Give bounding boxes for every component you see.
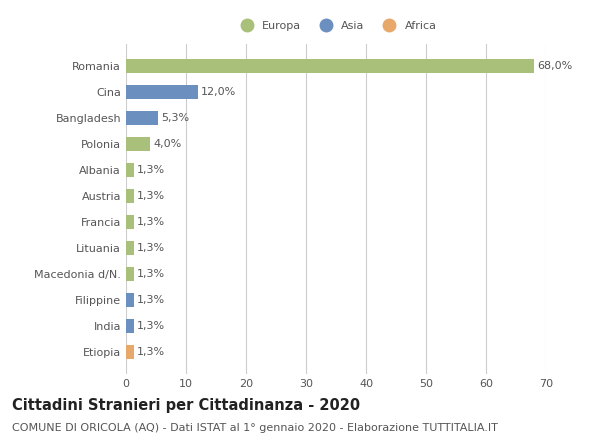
Text: 1,3%: 1,3% — [137, 191, 165, 201]
Text: 4,0%: 4,0% — [153, 139, 181, 149]
Bar — [126, 163, 134, 177]
Bar — [126, 111, 158, 125]
Bar — [126, 137, 150, 151]
Bar — [126, 319, 134, 333]
Text: 1,3%: 1,3% — [137, 295, 165, 305]
Bar — [126, 241, 134, 255]
Text: 68,0%: 68,0% — [537, 61, 572, 71]
Text: Cittadini Stranieri per Cittadinanza - 2020: Cittadini Stranieri per Cittadinanza - 2… — [12, 398, 360, 413]
Text: 1,3%: 1,3% — [137, 269, 165, 279]
Text: COMUNE DI ORICOLA (AQ) - Dati ISTAT al 1° gennaio 2020 - Elaborazione TUTTITALIA: COMUNE DI ORICOLA (AQ) - Dati ISTAT al 1… — [12, 423, 498, 433]
Text: 1,3%: 1,3% — [137, 243, 165, 253]
Text: 1,3%: 1,3% — [137, 165, 165, 175]
Bar — [126, 215, 134, 229]
Legend: Europa, Asia, Africa: Europa, Asia, Africa — [231, 17, 441, 36]
Text: 1,3%: 1,3% — [137, 347, 165, 357]
Bar — [126, 345, 134, 359]
Bar — [126, 59, 534, 73]
Bar — [126, 189, 134, 203]
Bar — [126, 267, 134, 281]
Bar — [126, 85, 198, 99]
Text: 12,0%: 12,0% — [201, 87, 236, 97]
Text: 5,3%: 5,3% — [161, 113, 189, 123]
Bar — [126, 293, 134, 307]
Text: 1,3%: 1,3% — [137, 217, 165, 227]
Text: 1,3%: 1,3% — [137, 321, 165, 331]
